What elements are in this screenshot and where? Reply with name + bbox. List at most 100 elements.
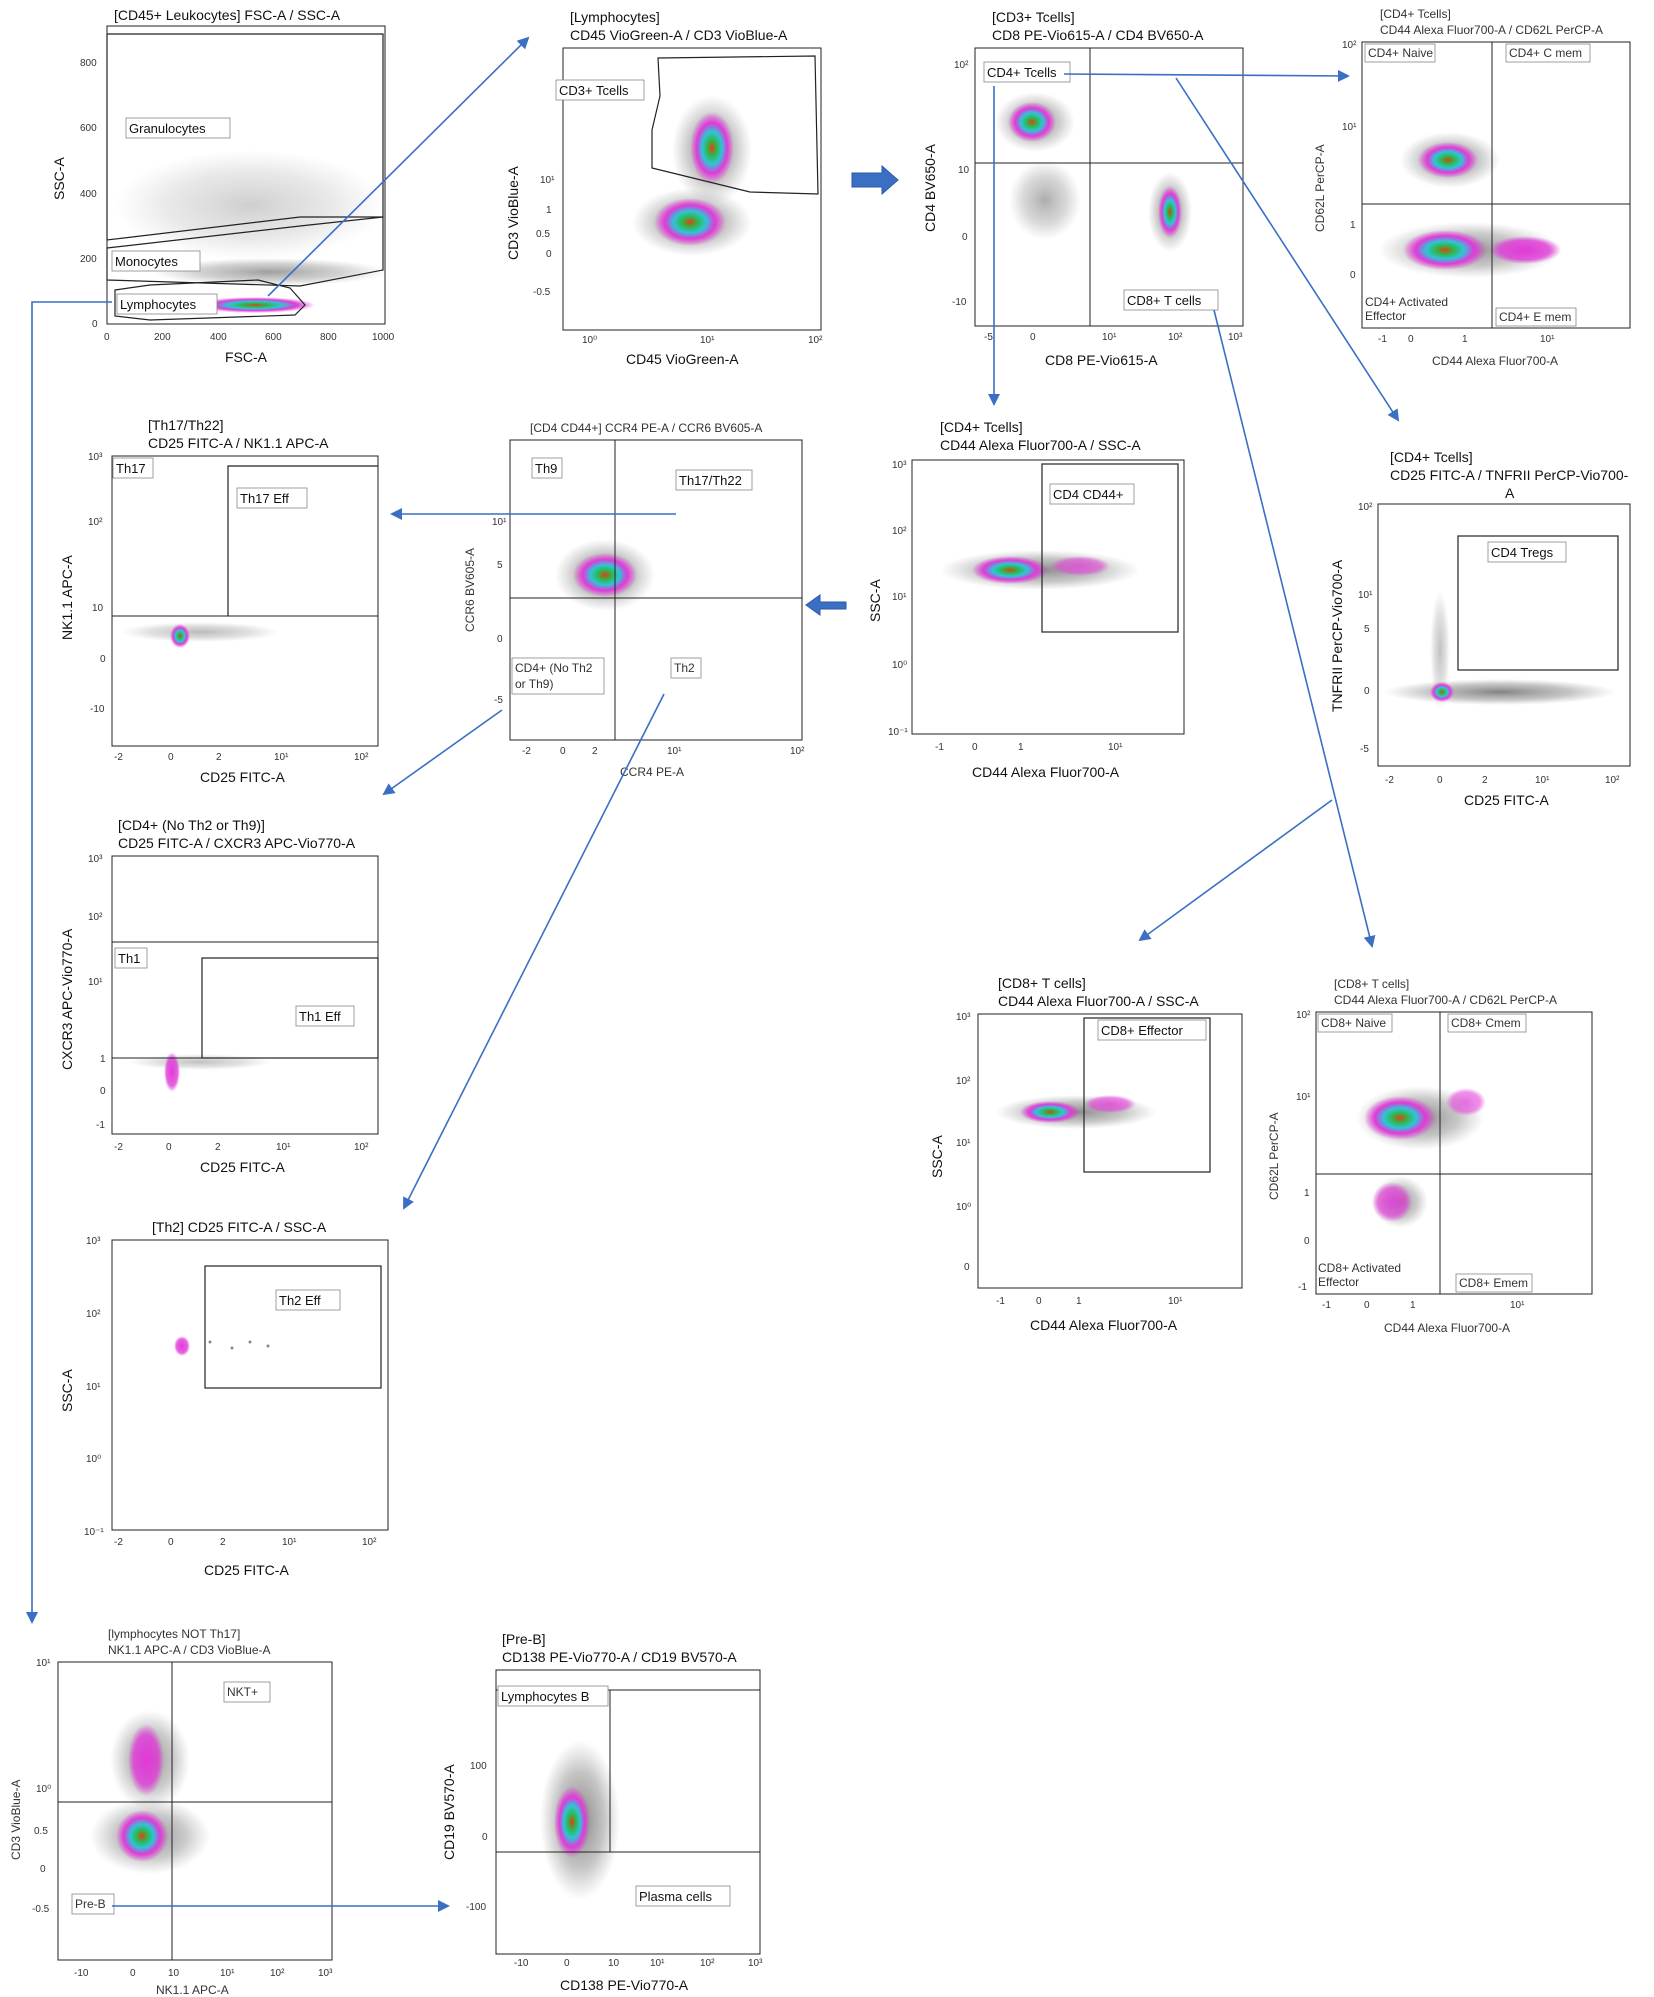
plot-lymphocytes-not-th17: [lymphocytes NOT Th17] NK1.1 APC-A / CD3…: [9, 1627, 333, 1997]
plot-cd8-effector: [CD8+ T cells] CD44 Alexa Fluor700-A / S…: [929, 975, 1243, 1333]
svg-text:0: 0: [100, 1086, 106, 1097]
plot-cd4-tregs: [CD4+ Tcells] CD25 FITC-A / TNFRII PerCP…: [1329, 449, 1631, 808]
svg-text:0: 0: [166, 1142, 172, 1153]
gate-label: Plasma cells: [639, 1889, 712, 1904]
svg-text:10: 10: [92, 603, 104, 614]
svg-text:0: 0: [92, 319, 98, 330]
cd44-density: [1050, 556, 1110, 576]
event-dot: [248, 1340, 252, 1344]
svg-text:-0.5: -0.5: [32, 1904, 50, 1915]
gate-granulocytes[interactable]: [106, 33, 384, 241]
x-axis-label: CD25 FITC-A: [200, 1159, 285, 1175]
svg-text:10¹: 10¹: [540, 175, 555, 186]
svg-text:-1: -1: [935, 742, 944, 753]
x-axis-label: CD44 Alexa Fluor700-A: [1030, 1317, 1178, 1333]
gate-th17-eff[interactable]: [227, 465, 378, 616]
gate-label: CD8+ Effector: [1101, 1023, 1183, 1038]
svg-text:10⁰: 10⁰: [956, 1202, 971, 1213]
plot-subtitle-wrap: A: [1505, 485, 1515, 501]
y-axis-label: SSC-A: [59, 1369, 75, 1412]
cd4-density: [1008, 102, 1056, 142]
event-dot: [230, 1346, 234, 1350]
arrow-to-no-th2: [382, 709, 503, 796]
svg-text:10¹: 10¹: [86, 1382, 101, 1393]
svg-text:10⁻¹: 10⁻¹: [84, 1527, 104, 1538]
svg-text:0: 0: [1408, 334, 1414, 345]
gate-cd8-effector[interactable]: [1083, 1017, 1211, 1173]
gate-cd4-cd44[interactable]: [1041, 463, 1179, 633]
plot-frame: [111, 1239, 389, 1531]
svg-text:10³: 10³: [748, 1958, 763, 1969]
svg-text:10²: 10²: [354, 752, 369, 763]
gate-th2-eff[interactable]: [204, 1265, 382, 1389]
label-box: [511, 657, 605, 695]
cd25-cloud: [1384, 679, 1616, 705]
svg-text:1: 1: [1462, 334, 1468, 345]
gate-cd3-tcells[interactable]: [651, 55, 819, 195]
svg-text:1: 1: [546, 205, 552, 216]
label-box: [275, 1289, 341, 1311]
svg-text:10²: 10²: [354, 1142, 369, 1153]
gate-label: CD4+ Naive: [1368, 46, 1433, 60]
svg-text:2: 2: [216, 752, 222, 763]
gate-label: Lymphocytes B: [501, 1689, 589, 1704]
svg-text:200: 200: [154, 332, 171, 343]
plot-title: [Pre-B]: [502, 1631, 546, 1647]
svg-text:-10: -10: [952, 297, 967, 308]
plot-frame: [977, 1013, 1243, 1289]
label-box: [1495, 307, 1577, 327]
arrow-cd8-to-memory: [1213, 309, 1376, 948]
svg-text:-10: -10: [514, 1958, 529, 1969]
y-axis-label: NK1.1 APC-A: [59, 555, 75, 640]
gate-cd4-tregs[interactable]: [1457, 535, 1619, 671]
gate-th1-eff[interactable]: [201, 957, 379, 1059]
cd3-density: [690, 112, 734, 184]
svg-text:10²: 10²: [700, 1958, 715, 1969]
plot-frame: [1361, 41, 1631, 329]
svg-text:10²: 10²: [1296, 1010, 1311, 1021]
label-box: [125, 117, 231, 139]
event-dot: [208, 1340, 212, 1344]
svg-text:-1: -1: [96, 1120, 105, 1131]
svg-text:10²: 10²: [1342, 40, 1357, 51]
svg-text:10¹: 10¹: [492, 517, 507, 528]
x-axis-label: CD44 Alexa Fluor700-A: [972, 764, 1120, 780]
svg-text:1: 1: [100, 1054, 106, 1065]
label-box: [675, 469, 753, 491]
svg-text:-1: -1: [996, 1296, 1005, 1307]
x-axis-label: CD25 FITC-A: [204, 1562, 289, 1578]
event-dot: [266, 1344, 270, 1348]
svg-text:10¹: 10¹: [1358, 590, 1373, 601]
y-axis-label: CD62L PerCP-A: [1267, 1112, 1281, 1200]
svg-text:-1: -1: [1298, 1282, 1307, 1293]
gate-monocytes[interactable]: [106, 216, 384, 287]
gate-label: CD4+ C mem: [1509, 46, 1582, 60]
svg-text:10²: 10²: [88, 517, 103, 528]
y-axis-label: CD62L PerCP-A: [1313, 144, 1327, 232]
svg-text:10²: 10²: [88, 912, 103, 923]
arrow-lymphocytes-to-cd3: [267, 36, 530, 297]
x-axis-label: CD45 VioGreen-A: [626, 351, 739, 367]
svg-text:10¹: 10¹: [220, 1968, 235, 1979]
x-axis-label: CD25 FITC-A: [200, 769, 285, 785]
svg-text:2: 2: [220, 1537, 226, 1548]
gate-lymphocytes[interactable]: [114, 279, 306, 321]
svg-text:10²: 10²: [790, 746, 805, 757]
label-box: [112, 457, 154, 479]
cd25-cloud: [120, 622, 280, 642]
svg-text:10³: 10³: [1228, 332, 1243, 343]
dn-cloud: [1009, 160, 1081, 240]
plot-title: [CD4+ (No Th2 or Th9)]: [118, 817, 265, 833]
svg-text:2: 2: [592, 746, 598, 757]
svg-text:10¹: 10¹: [1296, 1092, 1311, 1103]
plot-frame: [911, 459, 1185, 735]
y-axis-label: CD3 VioBlue-A: [505, 165, 521, 260]
plot-subtitle: CD25 FITC-A / NK1.1 APC-A: [148, 435, 329, 451]
svg-text:10¹: 10¹: [1102, 332, 1117, 343]
svg-text:600: 600: [265, 332, 282, 343]
gate-label: Th17: [116, 461, 146, 476]
label-box: [1049, 483, 1135, 505]
svg-text:0.5: 0.5: [536, 229, 550, 240]
plot-frame: [509, 439, 803, 741]
x-axis-label: NK1.1 APC-A: [156, 1983, 229, 1997]
